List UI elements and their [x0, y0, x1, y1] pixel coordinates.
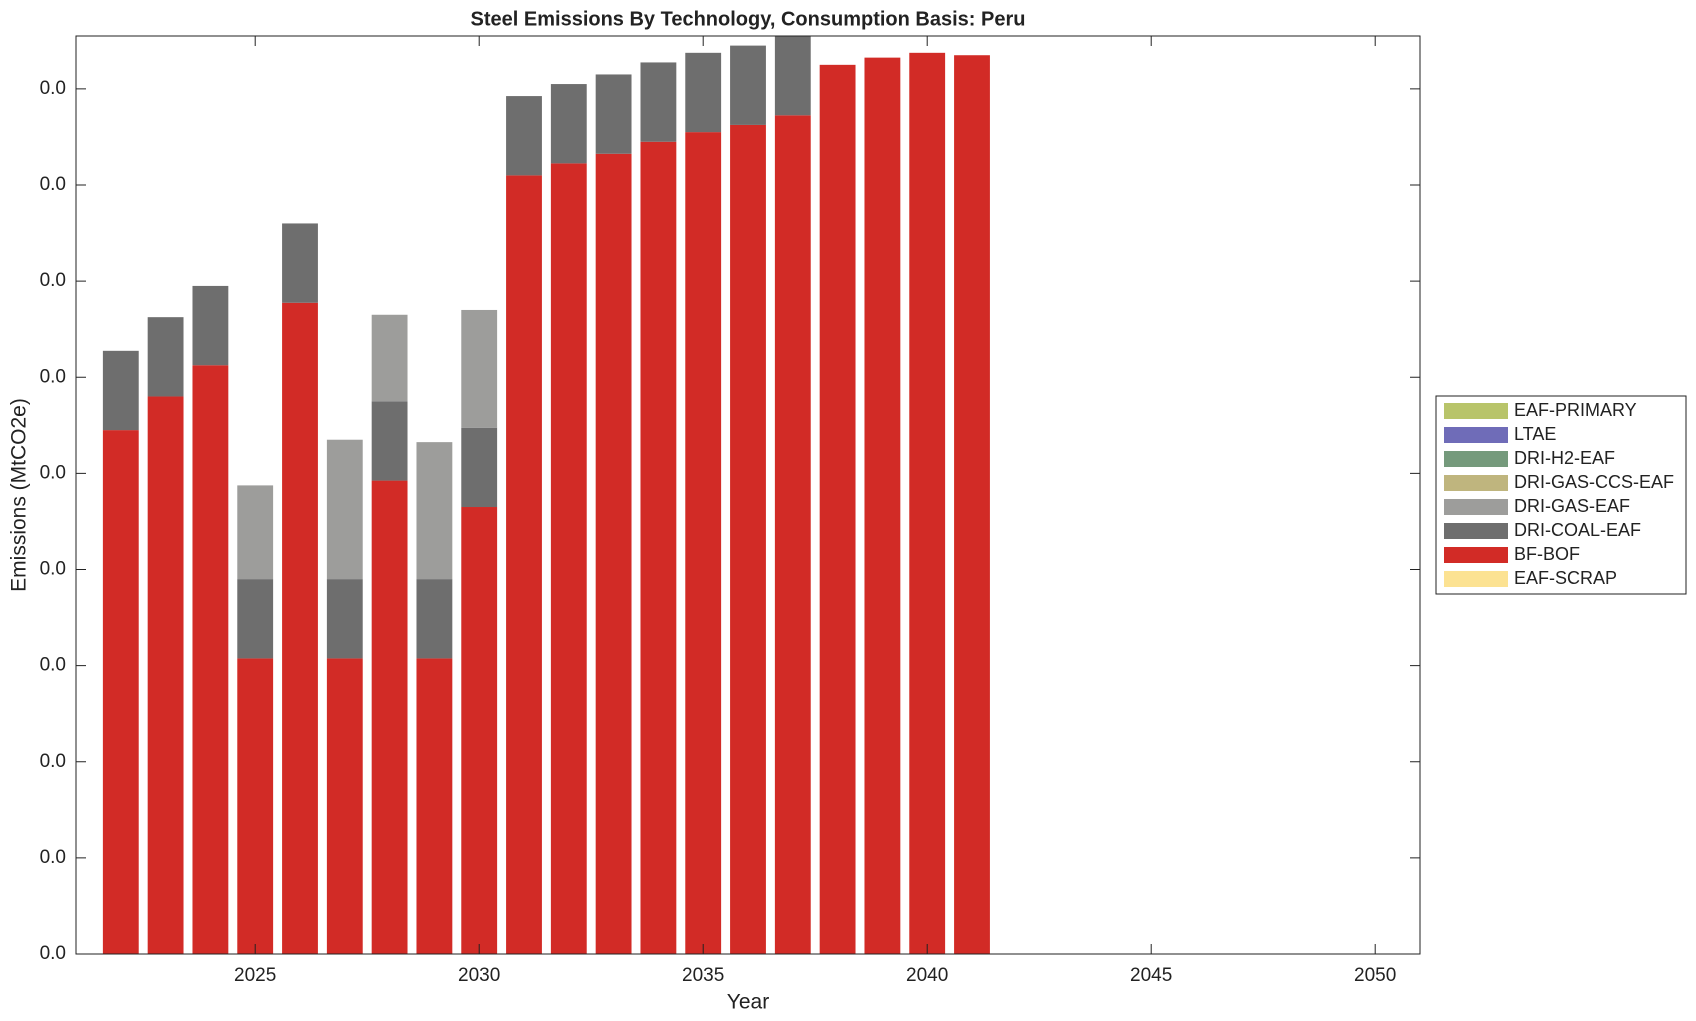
bar-segment: [416, 579, 453, 659]
bar-segment: [685, 52, 722, 133]
x-tick-label: 2030: [458, 965, 500, 986]
bar-segment: [326, 579, 363, 659]
bar-segment: [416, 442, 453, 580]
legend-swatch: [1444, 499, 1508, 515]
y-tick-label: 0.0: [40, 174, 66, 195]
bar-segment: [864, 57, 901, 954]
legend-label: LTAE: [1514, 424, 1556, 444]
x-tick-label: 2050: [1354, 965, 1396, 986]
legend-swatch: [1444, 427, 1508, 443]
bar-segment: [147, 396, 184, 954]
bar-segment: [640, 62, 677, 142]
bar-segment: [461, 507, 498, 954]
x-tick-label: 2040: [906, 965, 948, 986]
bar-segment: [550, 84, 587, 164]
bar-segment: [550, 163, 587, 955]
bar-segment: [774, 115, 811, 955]
bar-segment: [326, 439, 363, 580]
y-tick-label: 0.0: [40, 847, 66, 868]
bar-segment: [595, 153, 632, 955]
y-tick-label: 0.0: [40, 751, 66, 772]
bar-segment: [954, 55, 990, 954]
bar-segment: [909, 52, 946, 954]
bar-segment: [595, 74, 632, 154]
x-tick-label: 2025: [234, 965, 276, 986]
legend-label: DRI-H2-EAF: [1514, 448, 1615, 468]
bar-segment: [192, 285, 229, 366]
bar-segment: [371, 480, 408, 954]
legend-swatch: [1444, 475, 1508, 491]
bar-segment: [326, 658, 363, 954]
x-axis-label: Year: [727, 991, 769, 1014]
bar-segment: [819, 64, 856, 954]
y-tick-label: 0.0: [40, 943, 66, 964]
bar-segment: [102, 430, 139, 954]
y-tick-label: 0.0: [40, 462, 66, 483]
bar-segment: [371, 314, 408, 402]
bar-segment: [416, 658, 453, 954]
bar-segment: [461, 427, 498, 508]
bar-segment: [147, 317, 184, 397]
legend-swatch: [1444, 547, 1508, 563]
y-tick-label: 0.0: [40, 559, 66, 580]
bar-segment: [506, 175, 542, 954]
legend-swatch: [1444, 451, 1508, 467]
bar-segment: [237, 579, 274, 659]
y-axis-label: Emissions (MtCO2e): [8, 398, 31, 592]
legend-label: DRI-COAL-EAF: [1514, 520, 1641, 540]
bar-segment: [461, 309, 498, 428]
y-tick-label: 0.0: [40, 78, 66, 99]
bar-segment: [282, 302, 318, 955]
legend-label: DRI-GAS-CCS-EAF: [1514, 472, 1674, 492]
x-tick-label: 2045: [1130, 965, 1172, 986]
legend-label: DRI-GAS-EAF: [1514, 496, 1630, 516]
legend-swatch: [1444, 571, 1508, 587]
bar-segment: [371, 401, 408, 481]
legend-swatch: [1444, 403, 1508, 419]
legend-swatch: [1444, 523, 1508, 539]
y-tick-label: 0.0: [40, 270, 66, 291]
y-tick-label: 0.0: [40, 655, 66, 676]
bar-segment: [506, 96, 542, 176]
legend-label: EAF-PRIMARY: [1514, 400, 1637, 420]
chart-title: Steel Emissions By Technology, Consumpti…: [471, 8, 1026, 30]
x-tick-label: 2035: [682, 965, 724, 986]
bar-segment: [640, 141, 677, 954]
legend-label: EAF-SCRAP: [1514, 568, 1617, 588]
legend-label: BF-BOF: [1514, 544, 1580, 564]
bar-segment: [192, 365, 229, 955]
bar-segment: [730, 45, 766, 125]
bar-segment: [730, 124, 766, 954]
y-tick-label: 0.0: [40, 366, 66, 387]
bar-segment: [237, 485, 274, 580]
bar-segment: [282, 223, 318, 303]
bar-segment: [102, 350, 139, 431]
bar-segment: [774, 36, 811, 116]
bar-segment: [237, 658, 274, 954]
plot-frame: [75, 35, 1421, 955]
bar-segment: [685, 132, 722, 954]
